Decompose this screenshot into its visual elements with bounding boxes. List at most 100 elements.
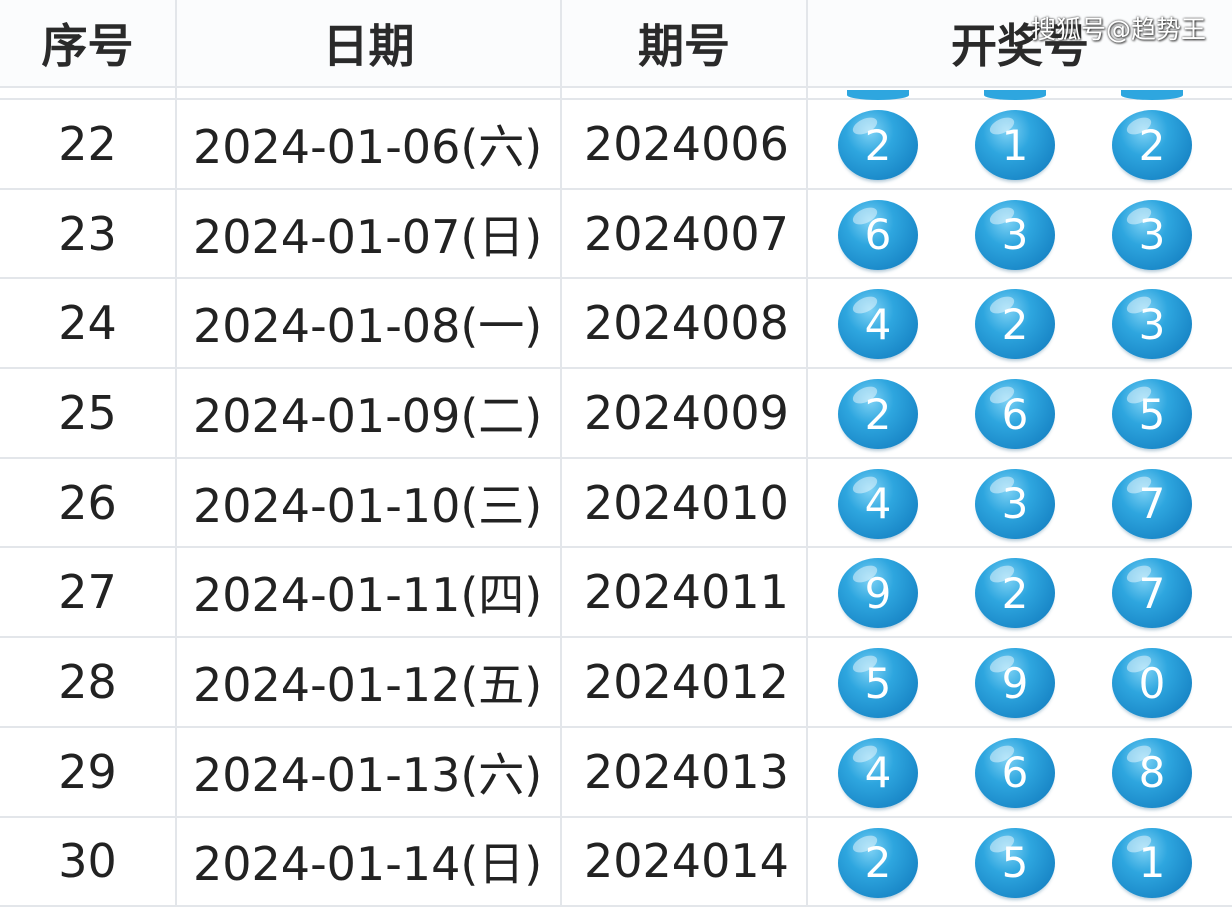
ball-icon: 4 xyxy=(838,289,918,360)
ball-icon: 5 xyxy=(1112,379,1192,450)
date-cell: 2024-01-13(六) xyxy=(177,727,562,816)
numbers-cell: 4 2 3 xyxy=(808,279,1232,367)
date-cell: 2024-01-14(日) xyxy=(177,817,562,906)
ball-number: 6 xyxy=(1001,748,1029,798)
ball-icon: 7 xyxy=(1112,468,1192,539)
ball-icon: 2 xyxy=(838,379,918,450)
date-cell: 2024-01-09(二) xyxy=(177,369,562,457)
issue-cell: 2024011 xyxy=(562,548,808,637)
ball-icon: 8 xyxy=(1112,737,1192,808)
header-date: 日期 xyxy=(177,0,562,86)
partial-row xyxy=(0,88,1232,100)
ball-icon xyxy=(847,90,909,100)
header-numbers: 开奖号 xyxy=(951,19,1089,73)
table-header: 序号 日期 期号 开奖号 xyxy=(0,0,1232,88)
ball-icon: 2 xyxy=(975,558,1055,629)
numbers-cell: 9 2 7 xyxy=(808,548,1232,636)
ball-number: 9 xyxy=(1001,658,1029,708)
ball-number: 1 xyxy=(1001,120,1029,170)
ball-icon: 6 xyxy=(975,379,1055,450)
seq-cell: 24 xyxy=(0,279,177,368)
table-row: 30 2024-01-14(日) 2024014 2 5 1 xyxy=(0,817,1232,908)
ball-number: 3 xyxy=(1001,479,1029,529)
seq-cell: 22 xyxy=(0,100,177,188)
ball-icon: 3 xyxy=(1112,199,1192,270)
ball-number: 6 xyxy=(864,210,892,260)
watermark: 搜狐号@趋势王 xyxy=(1030,15,1206,44)
ball-number: 2 xyxy=(1001,299,1029,349)
issue-cell: 2024009 xyxy=(562,369,808,457)
ball-icon: 6 xyxy=(838,199,918,270)
ball-icon: 3 xyxy=(1112,289,1192,360)
date-cell: 2024-01-12(五) xyxy=(177,638,562,726)
ball-icon: 2 xyxy=(975,289,1055,360)
issue-cell: 2024006 xyxy=(562,100,808,188)
date-cell: 2024-01-11(四) xyxy=(177,548,562,637)
ball-icon xyxy=(1121,90,1183,100)
header-seq: 序号 xyxy=(0,0,177,86)
numbers-cell: 2 6 5 xyxy=(808,369,1232,457)
ball-number: 0 xyxy=(1138,658,1166,708)
ball-number: 3 xyxy=(1001,210,1029,260)
seq-cell: 28 xyxy=(0,638,177,726)
ball-number: 2 xyxy=(1001,568,1029,618)
date-cell: 2024-01-08(一) xyxy=(177,279,562,368)
ball-number: 5 xyxy=(864,658,892,708)
header-issue: 期号 xyxy=(562,0,808,86)
table-row: 24 2024-01-08(一) 2024008 4 2 3 xyxy=(0,279,1232,370)
table-row: 29 2024-01-13(六) 2024013 4 6 8 xyxy=(0,727,1232,818)
ball-icon: 3 xyxy=(975,468,1055,539)
numbers-cell: 6 3 3 xyxy=(808,190,1232,278)
ball-number: 5 xyxy=(1138,389,1166,439)
seq-cell: 25 xyxy=(0,369,177,457)
ball-icon: 1 xyxy=(1112,827,1192,898)
ball-number: 8 xyxy=(1138,748,1166,798)
ball-icon: 6 xyxy=(975,737,1055,808)
ball-number: 2 xyxy=(864,838,892,887)
ball-icon: 4 xyxy=(838,737,918,808)
table-row: 28 2024-01-12(五) 2024012 5 9 0 xyxy=(0,638,1232,728)
table-row: 25 2024-01-09(二) 2024009 2 6 5 xyxy=(0,369,1232,459)
ball-icon: 4 xyxy=(838,468,918,539)
seq-cell: 27 xyxy=(0,548,177,637)
table-row: 22 2024-01-06(六) 2024006 2 1 2 xyxy=(0,100,1232,190)
ball-number: 4 xyxy=(864,479,892,529)
ball-number: 3 xyxy=(1138,210,1166,260)
seq-cell: 23 xyxy=(0,189,177,278)
issue-cell: 2024008 xyxy=(562,279,808,368)
ball-number: 4 xyxy=(864,748,892,798)
ball-icon xyxy=(984,90,1046,100)
ball-number: 3 xyxy=(1138,299,1166,349)
issue-cell: 2024013 xyxy=(562,727,808,816)
ball-icon: 2 xyxy=(1112,110,1192,180)
numbers-cell: 2 5 1 xyxy=(808,818,1232,906)
ball-icon: 2 xyxy=(838,110,918,180)
seq-cell: 30 xyxy=(0,817,177,906)
ball-number: 6 xyxy=(1001,389,1029,439)
ball-number: 4 xyxy=(864,299,892,349)
numbers-cell: 4 6 8 xyxy=(808,728,1232,816)
ball-icon: 3 xyxy=(975,199,1055,270)
ball-icon: 2 xyxy=(838,827,918,898)
issue-cell: 2024014 xyxy=(562,817,808,906)
ball-icon: 5 xyxy=(975,827,1055,898)
ball-number: 2 xyxy=(1138,120,1166,170)
ball-icon: 9 xyxy=(838,558,918,629)
numbers-cell: 2 1 2 xyxy=(808,100,1232,188)
ball-number: 2 xyxy=(864,389,892,439)
ball-number: 7 xyxy=(1138,568,1166,618)
issue-cell: 2024010 xyxy=(562,458,808,547)
issue-cell: 2024007 xyxy=(562,189,808,278)
date-cell: 2024-01-06(六) xyxy=(177,100,562,188)
ball-icon: 7 xyxy=(1112,558,1192,629)
date-cell: 2024-01-10(三) xyxy=(177,458,562,547)
seq-cell: 29 xyxy=(0,727,177,816)
numbers-cell: 4 3 7 xyxy=(808,459,1232,547)
table-row: 23 2024-01-07(日) 2024007 6 3 3 xyxy=(0,189,1232,280)
issue-cell: 2024012 xyxy=(562,638,808,726)
ball-number: 7 xyxy=(1138,479,1166,529)
seq-cell: 26 xyxy=(0,458,177,547)
ball-icon: 9 xyxy=(975,648,1055,719)
